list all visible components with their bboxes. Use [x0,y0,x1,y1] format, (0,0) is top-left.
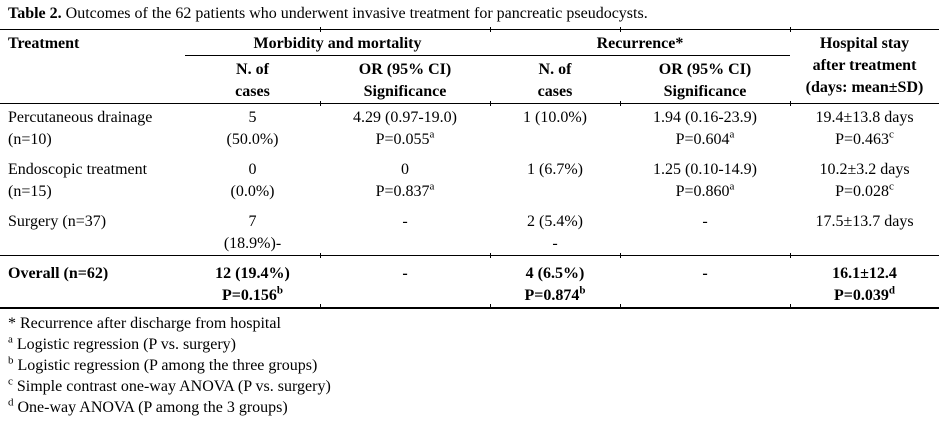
footnote-a: a Logistic regression (P vs. surgery) [8,333,236,353]
table-caption-number: Table 2. [8,5,62,22]
header-morbidity-group: Morbidity and mortality [185,29,490,56]
morbidity-or-cell: - [320,254,490,309]
rule-tick [490,304,491,309]
morbidity-or-cell: 0 P=0.837a [375,160,435,200]
hospital-stay-cell: 10.2±3.2 days P=0.028c [819,160,910,200]
rule-tick [320,304,321,309]
morbidity-n-cell: 5 (50.0%) [226,109,279,148]
morbidity-n-cell: 12 (19.4%) P=0.156b [185,254,320,309]
rule-tick [490,27,491,32]
table-caption-text: Outcomes of the 62 patients who underwen… [61,5,648,22]
rule-tick [490,101,491,106]
rule-tick [620,304,621,309]
recurrence-or-cell: - [620,254,790,309]
rule-tick [320,101,321,106]
recurrence-or-cell: 1.94 (0.16-23.9) P=0.604a [653,109,757,148]
table-row-overall: Overall (n=62) 12 (19.4%) P=0.156b - 4 (… [0,254,939,309]
table-caption: Table 2. Outcomes of the 62 patients who… [8,5,648,23]
rule-tick [790,27,791,32]
morbidity-or-cell: 4.29 (0.97-19.0) P=0.055a [353,109,457,148]
morbidity-n-cell: 0 (0.0%) [230,160,275,200]
hospital-stay-cell: 19.4±13.8 days P=0.463c [815,109,914,148]
recurrence-or-cell: - [702,212,708,230]
header-treatment: Treatment [0,29,185,104]
header-hospital-stay: Hospital stay after treatment (days: mea… [790,29,939,104]
header-recurrence-n-cases: N. of cases [490,55,620,104]
header-sub-row: N. of cases OR (95% CI) Significance N. … [0,55,939,104]
header-morbidity-or: OR (95% CI) Significance [320,55,490,104]
table-row-endoscopic: Endoscopic treatment (n=15) 0 (0.0%) 0 P… [0,156,939,208]
footnotes: * Recurrence after discharge from hospita… [8,313,331,418]
rule-tick [620,27,621,32]
rule-tick [790,304,791,309]
morbidity-n-cell: 7 (18.9%)- [223,212,282,252]
footnote-recurrence: * Recurrence after discharge from hospita… [8,315,281,332]
recurrence-n-cell: 2 (5.4%) - [527,212,583,252]
rule-tick [620,101,621,106]
rule-tick [790,101,791,106]
table-row-surgery: Surgery (n=37) 7 (18.9%)- - 2 (5.4%) - - [0,208,939,256]
recurrence-n-cell: 1 (6.7%) [527,160,583,178]
header-recurrence-group: Recurrence* [490,29,790,56]
table-row-percutaneous: Percutaneous drainage (n=10) 5 (50.0%) 4… [0,104,939,156]
rule-tick [790,253,791,258]
morbidity-or-cell: - [402,212,408,230]
rule-tick [320,253,321,258]
treatment-cell: Endoscopic treatment (n=15) [8,160,148,200]
treatment-cell: Overall (n=62) [0,254,185,309]
header-morbidity-n-cases: N. of cases [185,55,320,104]
treatment-cell: Surgery (n=37) [8,212,107,230]
footnote-d: d One-way ANOVA (P among the 3 groups) [8,396,288,416]
recurrence-n-cell: 1 (10.0%) [523,109,587,126]
footnote-b: b Logistic regression (P among the three … [8,354,318,374]
header-recurrence-or: OR (95% CI) Significance [620,55,790,104]
recurrence-n-cell: 4 (6.5%) P=0.874b [490,254,620,309]
footnote-c: c Simple contrast one-way ANOVA (P vs. su… [8,375,331,395]
rule-tick [620,253,621,258]
header-group-row: Treatment Morbidity and mortality Recurr… [0,29,939,104]
outcomes-table: Treatment Morbidity and mortality Recurr… [0,29,939,309]
hospital-stay-cell: 17.5±13.7 days [815,212,914,230]
treatment-cell: Percutaneous drainage (n=10) [8,109,153,148]
recurrence-or-cell: 1.25 (0.10-14.9) P=0.860a [653,160,757,200]
rule-tick [490,253,491,258]
rule-tick [320,27,321,32]
hospital-stay-cell: 16.1±12.4 P=0.039d [790,254,939,309]
